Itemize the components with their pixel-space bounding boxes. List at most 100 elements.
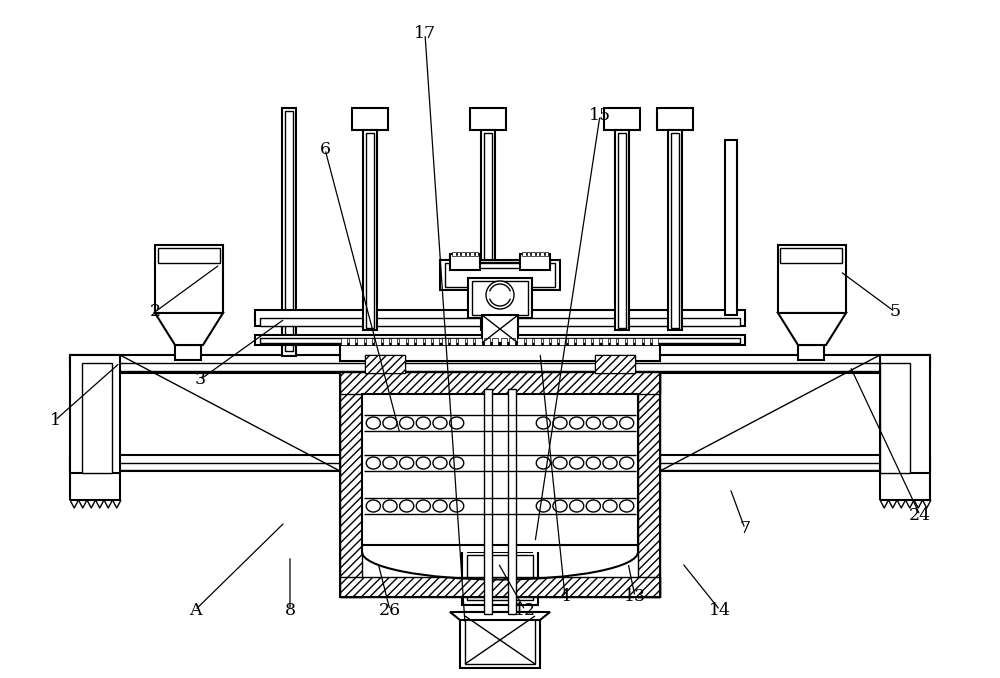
- Bar: [668, 130, 682, 330]
- Bar: [82, 363, 112, 473]
- Bar: [365, 355, 405, 373]
- Polygon shape: [778, 313, 846, 345]
- Bar: [880, 355, 930, 473]
- Bar: [472, 281, 528, 315]
- Bar: [70, 355, 930, 373]
- Bar: [468, 522, 532, 552]
- Bar: [543, 338, 549, 345]
- Bar: [458, 338, 465, 345]
- Bar: [70, 455, 930, 471]
- Bar: [340, 372, 362, 597]
- Bar: [780, 248, 842, 263]
- Bar: [671, 133, 679, 328]
- Bar: [540, 252, 544, 256]
- Bar: [416, 338, 423, 345]
- Bar: [635, 338, 642, 345]
- Bar: [460, 612, 540, 668]
- Bar: [399, 338, 406, 345]
- Bar: [362, 394, 638, 545]
- Bar: [340, 577, 660, 597]
- Bar: [255, 310, 745, 326]
- Text: 8: 8: [285, 601, 296, 619]
- Bar: [544, 252, 548, 256]
- Bar: [366, 338, 372, 345]
- Bar: [585, 338, 591, 345]
- Text: 13: 13: [624, 588, 646, 605]
- Bar: [383, 338, 389, 345]
- Bar: [175, 345, 201, 360]
- Bar: [604, 108, 640, 130]
- Bar: [501, 338, 507, 345]
- Text: 6: 6: [320, 140, 330, 158]
- Bar: [470, 252, 474, 256]
- Text: 7: 7: [739, 520, 751, 538]
- Bar: [352, 108, 388, 130]
- Bar: [362, 401, 638, 552]
- Circle shape: [486, 281, 514, 309]
- Text: 17: 17: [414, 25, 436, 43]
- Text: 12: 12: [514, 601, 536, 619]
- Bar: [618, 338, 625, 345]
- Bar: [366, 133, 374, 328]
- Bar: [467, 338, 473, 345]
- Bar: [285, 111, 293, 351]
- Bar: [526, 338, 532, 345]
- Bar: [475, 252, 478, 256]
- Bar: [627, 338, 633, 345]
- Bar: [531, 252, 534, 256]
- Bar: [725, 140, 737, 315]
- Bar: [568, 338, 574, 345]
- Bar: [456, 252, 460, 256]
- Text: 2: 2: [149, 303, 161, 321]
- Bar: [340, 345, 660, 361]
- Bar: [408, 338, 414, 345]
- Bar: [452, 252, 456, 256]
- Polygon shape: [450, 612, 550, 620]
- Bar: [374, 338, 380, 345]
- Bar: [85, 463, 915, 470]
- Bar: [158, 248, 220, 263]
- Bar: [442, 338, 448, 345]
- Bar: [440, 260, 560, 290]
- Bar: [610, 338, 616, 345]
- Bar: [433, 338, 439, 345]
- Text: 24: 24: [909, 506, 931, 524]
- Bar: [391, 338, 397, 345]
- Bar: [484, 133, 492, 328]
- Bar: [880, 363, 910, 473]
- Bar: [508, 389, 516, 614]
- Bar: [470, 108, 506, 130]
- Bar: [593, 338, 599, 345]
- Bar: [482, 315, 518, 343]
- Bar: [85, 363, 915, 371]
- Text: A: A: [189, 601, 201, 619]
- Bar: [70, 355, 120, 473]
- Bar: [357, 338, 364, 345]
- Bar: [260, 338, 740, 343]
- Bar: [445, 263, 555, 287]
- Bar: [778, 245, 846, 313]
- Polygon shape: [155, 313, 223, 345]
- Bar: [657, 108, 693, 130]
- Bar: [450, 254, 480, 270]
- Bar: [349, 338, 355, 345]
- Bar: [536, 252, 539, 256]
- Bar: [472, 525, 528, 549]
- Bar: [467, 555, 533, 600]
- Text: 15: 15: [589, 106, 611, 124]
- Bar: [576, 338, 583, 345]
- Bar: [638, 372, 660, 597]
- Bar: [798, 345, 824, 360]
- Text: 1: 1: [50, 412, 60, 429]
- Bar: [559, 338, 566, 345]
- Bar: [492, 338, 498, 345]
- Text: 3: 3: [194, 371, 206, 388]
- Bar: [340, 338, 347, 345]
- Bar: [526, 252, 530, 256]
- Bar: [466, 252, 469, 256]
- Text: 5: 5: [889, 303, 901, 321]
- Bar: [282, 108, 296, 356]
- Bar: [644, 338, 650, 345]
- Bar: [602, 338, 608, 345]
- Bar: [365, 355, 405, 373]
